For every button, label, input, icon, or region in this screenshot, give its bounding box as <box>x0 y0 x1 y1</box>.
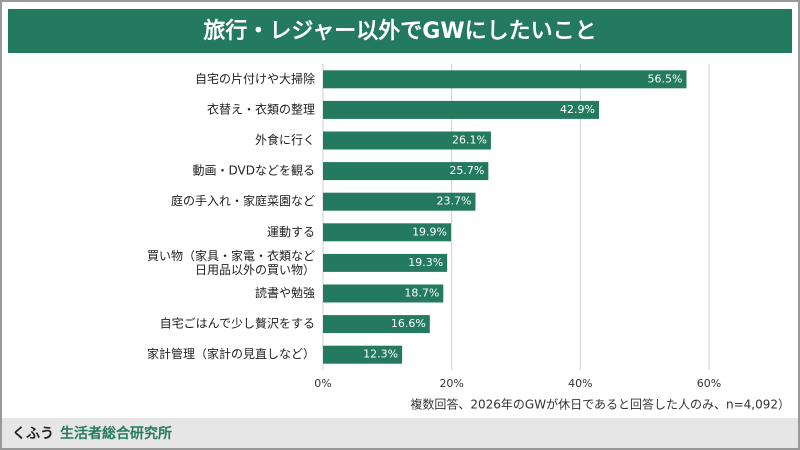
value-label: 25.7% <box>449 164 484 177</box>
bar <box>323 315 430 334</box>
y-tick-label: 衣替え・衣類の整理 <box>207 101 315 116</box>
bar <box>323 162 489 181</box>
x-tick-label: 0% <box>314 377 331 390</box>
y-tick-label: 自宅の片付けや大掃除 <box>195 71 315 86</box>
bar <box>323 284 444 303</box>
y-tick-label: 動画・DVDなどを観る <box>193 164 315 178</box>
title-banner <box>8 9 792 53</box>
y-tick-label: 家計管理（家計の見直しなど） <box>147 346 315 361</box>
bar <box>323 192 476 211</box>
value-label: 23.7% <box>437 195 472 208</box>
value-label: 12.3% <box>363 348 398 361</box>
bar <box>323 131 491 150</box>
value-label: 42.9% <box>560 103 595 116</box>
footer-band <box>2 418 798 448</box>
note: 複数回答、2026年のGWが休日であると回答した人のみ、n=4,092） <box>410 397 790 412</box>
x-tick-label: 60% <box>697 377 721 390</box>
x-tick-label: 20% <box>439 377 463 390</box>
footer-org: 生活者総合研究所 <box>60 425 172 442</box>
value-label: 18.7% <box>404 287 439 300</box>
chart-title: 旅行・レジャー以外でGWにしたいこと <box>203 18 596 44</box>
y-tick-label: 自宅ごはんで少し贅沢をする <box>160 316 315 331</box>
footer-brand: くふう <box>12 426 54 442</box>
bar <box>323 345 403 364</box>
value-label: 26.1% <box>452 134 487 147</box>
bar <box>323 223 452 242</box>
y-tick-label: 庭の手入れ・家庭菜園など <box>171 193 315 208</box>
bar <box>323 70 687 89</box>
value-label: 56.5% <box>648 72 683 85</box>
bar <box>323 253 448 272</box>
x-tick-label: 40% <box>568 377 592 390</box>
value-label: 19.3% <box>408 256 443 269</box>
y-tick-label: 買い物（家具・家電・衣類など日用品以外の買い物） <box>147 247 315 276</box>
y-tick-label: 読書や勉強 <box>255 285 315 300</box>
y-tick-label: 運動する <box>267 225 315 239</box>
bar <box>323 100 599 119</box>
value-label: 16.6% <box>391 317 426 330</box>
value-label: 19.9% <box>412 225 447 238</box>
y-tick-label: 外食に行く <box>255 132 315 147</box>
